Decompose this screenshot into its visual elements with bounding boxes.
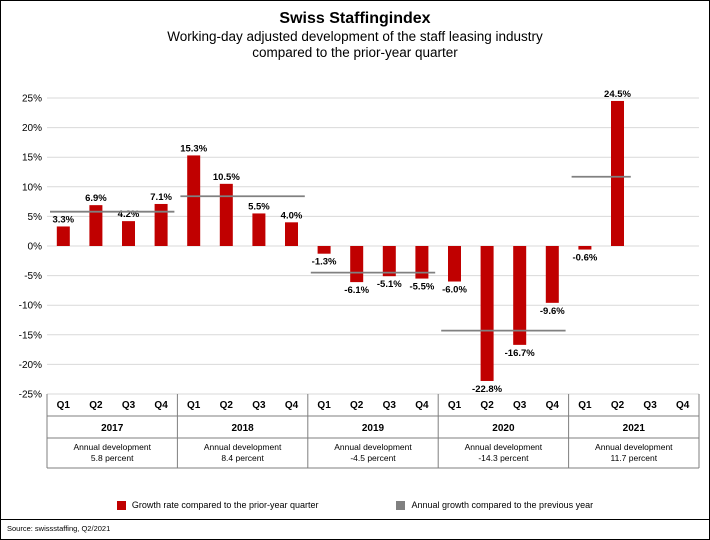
year-label: 2020: [492, 423, 515, 434]
legend-red-swatch-icon: [116, 500, 126, 510]
quarter-label: Q2: [480, 400, 494, 411]
quarter-label: Q1: [317, 400, 331, 411]
bar-2018-Q4: [285, 222, 298, 246]
annual-development-label: Annual development: [73, 442, 151, 452]
staffing-bar-chart: 25% 20% 15% 10% 5% 0% -5% -10% -15% -20% -25% 3.3% Q…: [19, 89, 700, 469]
chart-title: Swiss Staffingindex: [279, 10, 431, 27]
legend-item-annual-growth: Annual growth compared to the previous y…: [396, 500, 593, 510]
y-tick-label: -10%: [19, 301, 42, 312]
bar-2020-Q4: [545, 246, 559, 303]
year-label: 2021: [623, 423, 646, 434]
bar-value-label: -6.0%: [442, 285, 467, 296]
year-label: 2017: [101, 423, 124, 434]
y-tick-label: -25%: [19, 390, 42, 401]
bar-2019-Q3: [382, 246, 396, 277]
legend-annual-growth-label: Annual growth compared to the previous y…: [411, 500, 594, 510]
y-tick-label: 0%: [28, 242, 43, 253]
legend-item-growth-rate: Growth rate compared to the prior-year q…: [116, 500, 319, 510]
quarter-label: Q4: [546, 400, 560, 411]
quarter-label: Q3: [252, 400, 266, 411]
bar-2018-Q2: [219, 183, 233, 246]
y-tick-label: 15%: [22, 153, 42, 164]
y-tick-label: 10%: [22, 182, 42, 193]
quarter-label: Q3: [643, 400, 657, 411]
year-label: 2019: [362, 423, 385, 434]
quarter-label: Q1: [578, 400, 592, 411]
quarter-label: Q4: [154, 400, 168, 411]
bar-value-label: 5.5%: [248, 201, 270, 212]
quarter-label: Q1: [187, 400, 201, 411]
bar-value-label: -5.5%: [409, 282, 434, 293]
annual-development-value: 8.4 percent: [221, 453, 264, 463]
quarter-label: Q3: [122, 400, 136, 411]
chart-subtitle-line2: compared to the prior-year quarter: [252, 45, 458, 60]
quarter-label: Q1: [57, 400, 71, 411]
bar-2019-Q1: [317, 246, 331, 254]
year-label: 2018: [231, 423, 254, 434]
bar-2017-Q4: [154, 203, 168, 246]
bar-2017-Q2: [89, 205, 103, 246]
annual-development-value: -4.5 percent: [350, 453, 396, 463]
y-tick-label: -5%: [24, 271, 42, 282]
y-tick-label: 20%: [22, 123, 42, 134]
bar-value-label: 4.2%: [118, 209, 140, 220]
annual-development-label: Annual development: [204, 442, 282, 452]
quarter-label: Q3: [513, 400, 527, 411]
annual-development-value: 11.7 percent: [610, 453, 657, 463]
legend: Growth rate compared to the prior-year q…: [1, 500, 709, 510]
bar-value-label: -1.3%: [312, 257, 337, 268]
quarter-label: Q2: [611, 400, 625, 411]
source-text: Source: swissstaffing, Q2/2021: [7, 524, 111, 533]
bar-value-label: -6.1%: [344, 285, 369, 296]
annual-development-label: Annual development: [595, 442, 673, 452]
quarter-label: Q4: [285, 400, 299, 411]
bar-2017-Q1: [56, 226, 70, 246]
bar-2018-Q3: [252, 213, 266, 246]
bar-value-label: -5.1%: [377, 279, 402, 290]
y-tick-label: 5%: [28, 212, 43, 223]
bar-value-label: -0.6%: [572, 253, 597, 264]
quarter-label: Q2: [89, 400, 103, 411]
quarter-label: Q1: [448, 400, 462, 411]
annual-development-value: 5.8 percent: [91, 453, 134, 463]
bar-2019-Q4: [415, 246, 429, 279]
quarter-label: Q4: [676, 400, 690, 411]
bar-value-label: 4.0%: [281, 210, 303, 221]
source-bar: Source: swissstaffing, Q2/2021: [1, 519, 709, 537]
bar-value-label: 6.9%: [85, 193, 107, 204]
bar-2020-Q3: [513, 246, 527, 345]
bar-value-label: 3.3%: [52, 214, 74, 225]
bar-value-label: 24.5%: [604, 89, 631, 100]
bar-value-label: 10.5%: [213, 172, 240, 183]
bar-2020-Q2: [480, 246, 494, 381]
bar-2020-Q1: [448, 246, 461, 282]
chart-header: Swiss Staffingindex Working-day adjusted…: [1, 9, 709, 61]
bar-2017-Q3: [122, 221, 135, 246]
bar-value-label: -22.8%: [472, 384, 503, 395]
quarter-label: Q2: [220, 400, 234, 411]
y-tick-label: -20%: [19, 360, 42, 371]
bar-value-label: 7.1%: [150, 192, 172, 203]
bar-2021-Q2: [611, 100, 624, 247]
bar-value-label: -9.6%: [540, 306, 565, 317]
bar-value-label: -16.7%: [505, 348, 536, 359]
y-tick-label: -15%: [19, 330, 42, 341]
quarter-label: Q2: [350, 400, 364, 411]
quarter-label: Q4: [415, 400, 429, 411]
legend-gray-swatch-icon: [396, 500, 406, 510]
bar-2021-Q1: [578, 246, 592, 250]
y-tick-label: 25%: [22, 94, 42, 105]
annual-development-label: Annual development: [465, 442, 543, 452]
chart-subtitle-line1: Working-day adjusted development of the …: [167, 29, 543, 44]
annual-development-value: -14.3 percent: [478, 453, 529, 463]
bar-2019-Q2: [350, 246, 364, 283]
bar-2018-Q1: [187, 155, 201, 246]
legend-growth-rate-label: Growth rate compared to the prior-year q…: [131, 500, 319, 510]
bar-value-label: 15.3%: [180, 143, 207, 154]
quarter-label: Q3: [383, 400, 397, 411]
annual-development-label: Annual development: [334, 442, 412, 452]
